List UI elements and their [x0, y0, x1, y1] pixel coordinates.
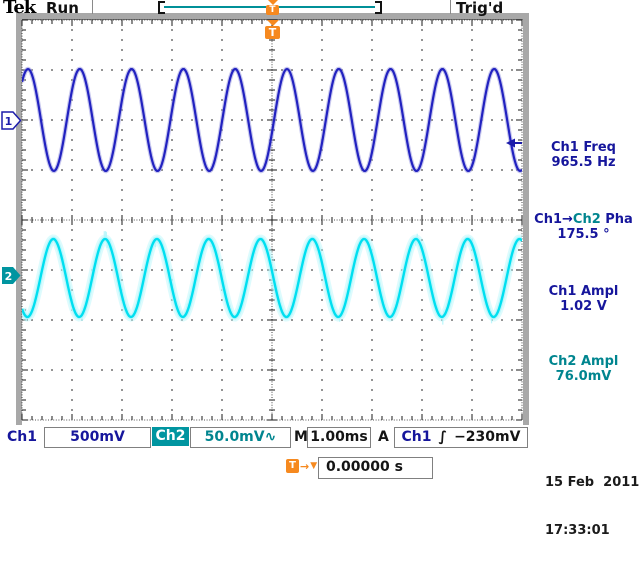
record-view-right-bracket-icon	[375, 1, 382, 14]
trigger-caret-icon	[266, 20, 279, 26]
ch2-badge: Ch2	[152, 427, 189, 446]
tek-logo: Tek	[3, 0, 36, 18]
trigger-t-icon: T	[286, 459, 299, 473]
readout-value: 1.02 V	[560, 299, 607, 314]
timebase-label: M	[294, 429, 308, 445]
ch2-ground-marker: 2	[2, 267, 21, 284]
trigger-level-arrow-icon	[506, 138, 522, 148]
trigger-box: Ch1 ∫ −230mV	[394, 427, 528, 448]
ch2-scale-box: 50.0mV∿	[190, 427, 291, 448]
timebase-box: 1.00ms	[307, 427, 371, 448]
ch1-label: Ch1	[7, 429, 37, 445]
ch1-scale-box: 500mV	[44, 427, 151, 448]
arrow-right-icon: →	[300, 459, 310, 473]
date: 15 Feb 2011	[545, 475, 640, 490]
phase-dst: Ch2	[572, 212, 601, 227]
waveform-traces	[22, 66, 522, 325]
readout-value: 965.5 Hz	[551, 155, 616, 170]
record-view-left-bracket-icon	[158, 1, 165, 14]
trigger-level: −230mV	[454, 429, 521, 445]
bezel-right	[523, 13, 529, 425]
trigger-t-label: T	[265, 26, 280, 39]
readout-label: Ch2 Ampl	[548, 354, 619, 369]
time: 17:33:01	[545, 523, 610, 538]
arrow-right-icon: →	[562, 212, 573, 227]
trigger-mode-label: A	[378, 429, 389, 445]
cursor-down-icon: ▼	[310, 461, 318, 471]
readout-ch1-ampl: Ch1 Ampl 1.02 V	[527, 284, 640, 314]
trigger-status: Trig'd	[456, 0, 504, 17]
trigger-caret-icon	[267, 0, 278, 5]
readout-ch2-ampl: Ch2 Ampl 76.0mV	[527, 354, 640, 384]
acquisition-state: Run	[46, 0, 79, 17]
readout-label: Ch1→Ch2 Pha	[527, 212, 640, 227]
datetime: 15 Feb 2011 17:33:01	[545, 443, 639, 571]
delay-time-box: 0.00000 s	[318, 457, 433, 479]
bezel-top	[16, 13, 529, 19]
trigger-t-label: T	[266, 5, 279, 15]
readout-label: Ch1 Ampl	[548, 284, 619, 299]
ac-coupling-icon: ∿	[264, 429, 277, 445]
bezel-left	[16, 13, 22, 425]
header-divider	[92, 0, 93, 14]
readout-value: 76.0mV	[555, 369, 612, 384]
ch2-scale: 50.0mV	[204, 429, 265, 445]
phase-src: Ch1	[534, 212, 562, 227]
readout-label: Ch1 Freq	[551, 140, 616, 155]
horizontal-delay-icon: T → ▼	[286, 459, 317, 473]
ch2-marker-label: 2	[5, 270, 13, 283]
header-divider	[450, 0, 451, 14]
readout-ch1-freq: Ch1 Freq 965.5 Hz	[527, 140, 640, 170]
phase-suffix: Pha	[600, 212, 633, 227]
ch1-marker-label: 1	[5, 115, 13, 128]
trigger-source: Ch1	[401, 429, 432, 445]
readout-ch1-ch2-phase: Ch1→Ch2 Pha 175.5 °	[527, 212, 640, 242]
rising-edge-icon: ∫	[438, 429, 448, 445]
scope-display: 1 2	[1, 13, 529, 425]
readout-value: 175.5 °	[557, 227, 610, 242]
record-view-trigger-marker-icon: T	[266, 0, 279, 15]
trigger-position-marker-icon: T	[265, 20, 280, 39]
ch1-ground-marker: 1	[1, 111, 22, 130]
